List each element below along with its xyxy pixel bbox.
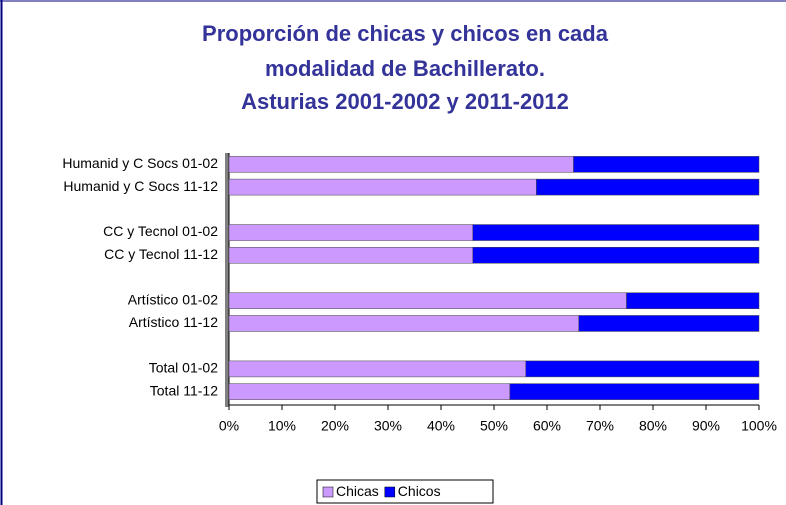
bar <box>228 360 527 378</box>
x-tick-label: 50% <box>480 418 508 434</box>
bar <box>228 247 474 264</box>
y-tick-label: Artístico 01-02 <box>128 291 218 307</box>
bar <box>228 178 537 196</box>
x-tick-label: 20% <box>321 418 349 434</box>
legend-box <box>316 479 494 504</box>
y-tick-label: Artístico 11-12 <box>129 314 218 330</box>
legend-swatch <box>384 486 396 498</box>
bar <box>525 360 760 378</box>
plot-wall <box>225 153 229 407</box>
bar <box>573 156 760 173</box>
chart-title: Asturias 2001-2002 y 2011-2012 <box>241 89 569 114</box>
x-tick-label: 90% <box>692 418 720 434</box>
bar <box>228 156 574 173</box>
x-tick-label: 10% <box>268 418 296 434</box>
legend-label: Chicas <box>336 483 379 499</box>
bar <box>228 315 580 332</box>
chart-title: Proporción de chicas y chicos en cada <box>202 21 609 46</box>
x-tick-label: 0% <box>219 418 239 434</box>
bar <box>536 178 760 196</box>
bar <box>578 315 760 332</box>
y-tick-label: Humanid y C Socs 11-12 <box>63 178 218 194</box>
y-tick-label: Humanid y C Socs 01-02 <box>62 155 218 171</box>
y-tick-label: Total 01-02 <box>149 360 218 376</box>
x-tick-label: 60% <box>533 418 561 434</box>
x-tick-label: 40% <box>427 418 455 434</box>
y-tick-label: CC y Tecnol 01-02 <box>103 223 218 239</box>
legend-label: Chicos <box>398 483 441 499</box>
x-tick-label: 80% <box>639 418 667 434</box>
bar <box>472 247 760 264</box>
x-tick-label: 30% <box>374 418 402 434</box>
bar <box>472 224 760 241</box>
bar <box>228 224 474 241</box>
bar <box>626 292 760 309</box>
y-tick-label: CC y Tecnol 11-12 <box>104 246 218 262</box>
chart-title: modalidad de Bachillerato. <box>265 56 545 81</box>
bar <box>509 383 760 400</box>
y-tick-label: Total 11-12 <box>150 382 218 398</box>
bar <box>228 292 627 309</box>
x-tick-label: 100% <box>741 418 777 434</box>
x-tick-label: 70% <box>586 418 614 434</box>
bar <box>228 383 511 400</box>
legend-swatch <box>322 486 334 498</box>
